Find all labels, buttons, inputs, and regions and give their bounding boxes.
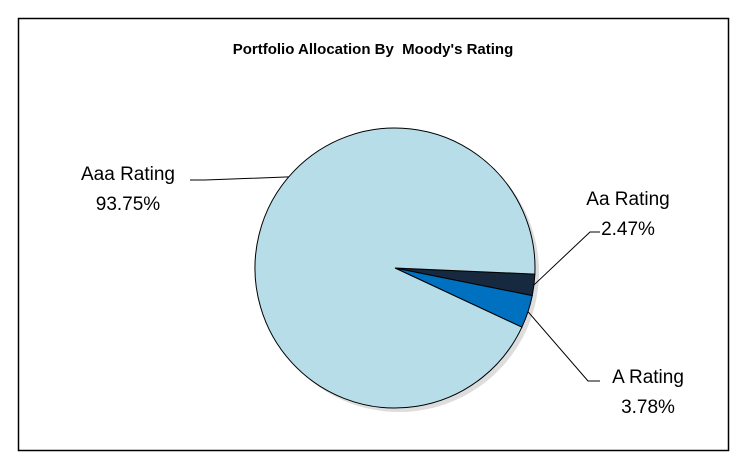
data-label-name: Aa Rating xyxy=(586,189,669,210)
leader-line xyxy=(527,311,600,382)
data-label-name: Aaa Rating xyxy=(81,164,175,185)
data-label-value: 3.78% xyxy=(621,397,675,418)
chart-title: Portfolio Allocation By Moody's Rating xyxy=(233,41,514,58)
pie-slice xyxy=(254,127,536,409)
leader-line xyxy=(190,176,289,181)
leader-line xyxy=(533,231,600,286)
data-label-value: 93.75% xyxy=(96,194,161,215)
data-label-name: A Rating xyxy=(612,367,684,388)
data-label-value: 2.47% xyxy=(601,219,655,240)
